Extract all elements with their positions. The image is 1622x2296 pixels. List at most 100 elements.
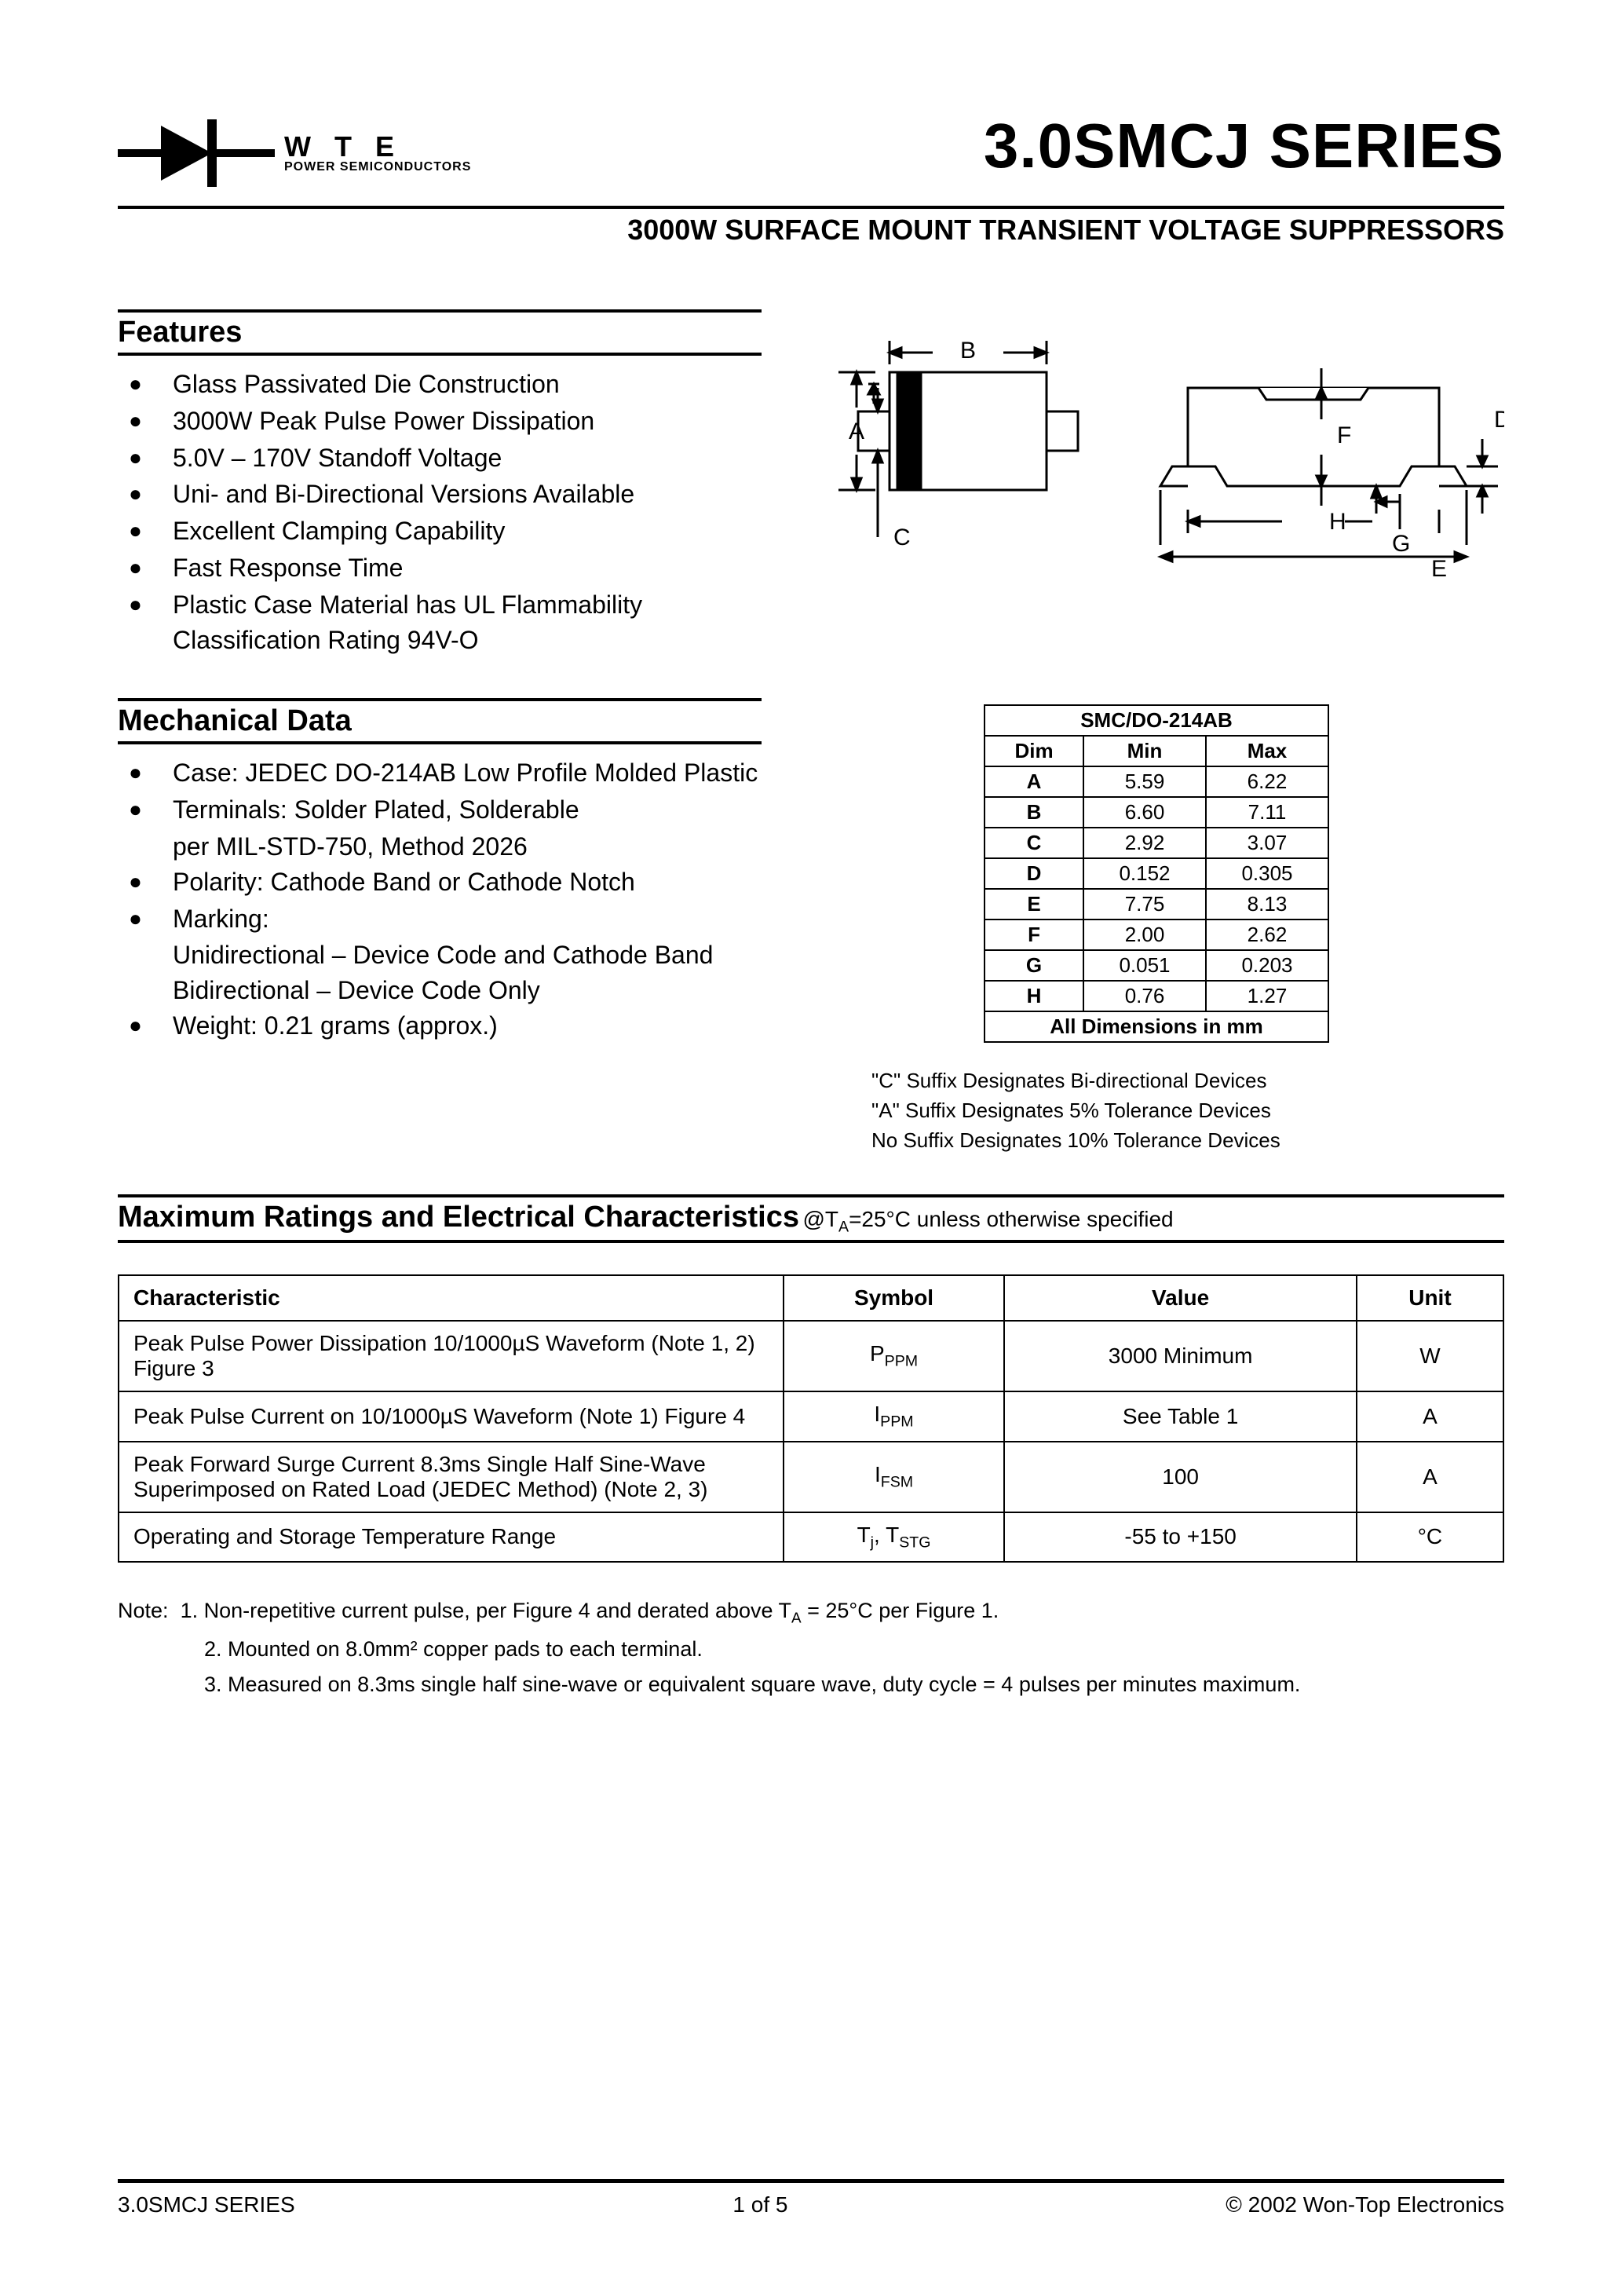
dim-hdr: Dim bbox=[985, 736, 1083, 766]
dim-cell: 6.22 bbox=[1206, 766, 1328, 797]
dim-cell: 3.07 bbox=[1206, 828, 1328, 858]
svg-text:E: E bbox=[1431, 556, 1447, 576]
dim-cell: D bbox=[985, 858, 1083, 889]
mech-item: Case: JEDEC DO-214AB Low Profile Molded … bbox=[118, 755, 762, 791]
char-cell: Peak Forward Surge Current 8.3ms Single … bbox=[119, 1442, 784, 1512]
dim-hdr: Min bbox=[1083, 736, 1206, 766]
dim-cell: 2.92 bbox=[1083, 828, 1206, 858]
svg-text:A: A bbox=[849, 419, 864, 444]
note-line: Note: 1. Non-repetitive current pulse, p… bbox=[118, 1594, 1504, 1631]
subtitle-text: 3000W SURFACE MOUNT TRANSIENT VOLTAGE SU… bbox=[627, 214, 1504, 246]
dim-cell: 2.62 bbox=[1206, 919, 1328, 950]
subtitle-bar: 3000W SURFACE MOUNT TRANSIENT VOLTAGE SU… bbox=[118, 206, 1504, 247]
symbol-cell: Tj, TSTG bbox=[784, 1512, 1005, 1563]
value-cell: 3000 Minimum bbox=[1004, 1321, 1357, 1391]
mechanical-list: Case: JEDEC DO-214AB Low Profile Molded … bbox=[118, 755, 762, 828]
dim-row: H0.761.27 bbox=[985, 981, 1328, 1011]
feature-item: 5.0V – 170V Standoff Voltage bbox=[118, 441, 762, 476]
mech-item: Weight: 0.21 grams (approx.) bbox=[118, 1008, 762, 1044]
unit-cell: W bbox=[1357, 1321, 1503, 1391]
logo: W T E POWER SEMICONDUCTORS bbox=[118, 110, 471, 196]
feature-item: Excellent Clamping Capability bbox=[118, 514, 762, 549]
dim-cell: 5.59 bbox=[1083, 766, 1206, 797]
mechanical-list-3: Weight: 0.21 grams (approx.) bbox=[118, 1008, 762, 1044]
char-row: Peak Forward Surge Current 8.3ms Single … bbox=[119, 1442, 1503, 1512]
dim-cell: 0.305 bbox=[1206, 858, 1328, 889]
mechanical-heading: Mechanical Data bbox=[118, 698, 762, 744]
suffix-note: No Suffix Designates 10% Tolerance Devic… bbox=[871, 1126, 1504, 1156]
feature-item: Glass Passivated Die Construction bbox=[118, 367, 762, 402]
note-line: 2. Mounted on 8.0mm² copper pads to each… bbox=[118, 1632, 1504, 1666]
svg-text:F: F bbox=[1337, 422, 1351, 448]
dim-cell: 7.75 bbox=[1083, 889, 1206, 919]
dim-cell: F bbox=[985, 919, 1083, 950]
dim-cell: 2.00 bbox=[1083, 919, 1206, 950]
value-cell: 100 bbox=[1004, 1442, 1357, 1512]
dim-row: C2.923.07 bbox=[985, 828, 1328, 858]
dim-row: A5.596.22 bbox=[985, 766, 1328, 797]
svg-text:H: H bbox=[1329, 509, 1346, 535]
feature-item: Plastic Case Material has UL Flammabilit… bbox=[118, 587, 762, 658]
char-cell: Peak Pulse Power Dissipation 10/1000µS W… bbox=[119, 1321, 784, 1391]
dim-cell: G bbox=[985, 950, 1083, 981]
suffix-note: "C" Suffix Designates Bi-directional Dev… bbox=[871, 1066, 1504, 1096]
header: W T E POWER SEMICONDUCTORS 3.0SMCJ SERIE… bbox=[118, 110, 1504, 196]
dim-cell: 7.11 bbox=[1206, 797, 1328, 828]
symbol-cell: IPPM bbox=[784, 1391, 1005, 1442]
suffix-note: "A" Suffix Designates 5% Tolerance Devic… bbox=[871, 1096, 1504, 1126]
svg-text:B: B bbox=[960, 338, 976, 364]
dim-cell: 6.60 bbox=[1083, 797, 1206, 828]
dim-cell: 0.152 bbox=[1083, 858, 1206, 889]
char-row: Operating and Storage Temperature RangeT… bbox=[119, 1512, 1503, 1563]
char-hdr: Unit bbox=[1357, 1275, 1503, 1321]
package-diagram: B A C bbox=[809, 309, 1504, 576]
dim-caption: All Dimensions in mm bbox=[985, 1011, 1328, 1042]
symbol-cell: PPPM bbox=[784, 1321, 1005, 1391]
mechanical-list-2: Polarity: Cathode Band or Cathode Notch … bbox=[118, 865, 762, 937]
dim-row: D0.1520.305 bbox=[985, 858, 1328, 889]
dim-cell: A bbox=[985, 766, 1083, 797]
max-ratings-title: Maximum Ratings and Electrical Character… bbox=[118, 1201, 799, 1234]
page-footer: 3.0SMCJ SERIES 1 of 5 © 2002 Won-Top Ele… bbox=[118, 2179, 1504, 2217]
dim-hdr: Max bbox=[1206, 736, 1328, 766]
symbol-cell: IFSM bbox=[784, 1442, 1005, 1512]
mech-item: Terminals: Solder Plated, Solderable bbox=[118, 792, 762, 828]
dim-row: B6.607.11 bbox=[985, 797, 1328, 828]
dim-row: F2.002.62 bbox=[985, 919, 1328, 950]
diode-icon bbox=[118, 110, 275, 196]
feature-item: Uni- and Bi-Directional Versions Availab… bbox=[118, 477, 762, 512]
char-row: Peak Pulse Current on 10/1000µS Waveform… bbox=[119, 1391, 1503, 1442]
dim-cell: 0.76 bbox=[1083, 981, 1206, 1011]
dim-cell: 8.13 bbox=[1206, 889, 1328, 919]
mech-sub: Unidirectional – Device Code and Cathode… bbox=[118, 938, 762, 973]
char-hdr: Value bbox=[1004, 1275, 1357, 1321]
features-list: Glass Passivated Die Construction3000W P… bbox=[118, 367, 762, 657]
unit-cell: °C bbox=[1357, 1512, 1503, 1563]
mech-sub: per MIL-STD-750, Method 2026 bbox=[118, 829, 762, 865]
note-line: 3. Measured on 8.3ms single half sine-wa… bbox=[118, 1668, 1504, 1702]
char-hdr: Symbol bbox=[784, 1275, 1005, 1321]
features-heading: Features bbox=[118, 309, 762, 356]
svg-text:G: G bbox=[1392, 531, 1410, 557]
max-ratings-heading: Maximum Ratings and Electrical Character… bbox=[118, 1194, 1504, 1243]
dim-cell: E bbox=[985, 889, 1083, 919]
footer-left: 3.0SMCJ SERIES bbox=[118, 2192, 295, 2217]
mech-item: Polarity: Cathode Band or Cathode Notch bbox=[118, 865, 762, 900]
footer-right: © 2002 Won-Top Electronics bbox=[1226, 2192, 1504, 2217]
value-cell: -55 to +150 bbox=[1004, 1512, 1357, 1563]
unit-cell: A bbox=[1357, 1391, 1503, 1442]
notes-block: Note: 1. Non-repetitive current pulse, p… bbox=[118, 1594, 1504, 1702]
svg-text:D: D bbox=[1494, 407, 1504, 433]
feature-item: Fast Response Time bbox=[118, 550, 762, 586]
footer-center: 1 of 5 bbox=[732, 2192, 787, 2217]
dim-cell: H bbox=[985, 981, 1083, 1011]
value-cell: See Table 1 bbox=[1004, 1391, 1357, 1442]
dim-cell: 0.051 bbox=[1083, 950, 1206, 981]
svg-text:C: C bbox=[893, 525, 911, 550]
unit-cell: A bbox=[1357, 1442, 1503, 1512]
suffix-notes: "C" Suffix Designates Bi-directional Dev… bbox=[809, 1066, 1504, 1155]
dimension-table: SMC/DO-214AB Dim Min Max A5.596.22B6.607… bbox=[984, 704, 1329, 1043]
max-ratings-condition: @TA=25°C unless otherwise specified bbox=[802, 1207, 1173, 1231]
dim-cell: B bbox=[985, 797, 1083, 828]
logo-sub-text: POWER SEMICONDUCTORS bbox=[284, 161, 471, 174]
